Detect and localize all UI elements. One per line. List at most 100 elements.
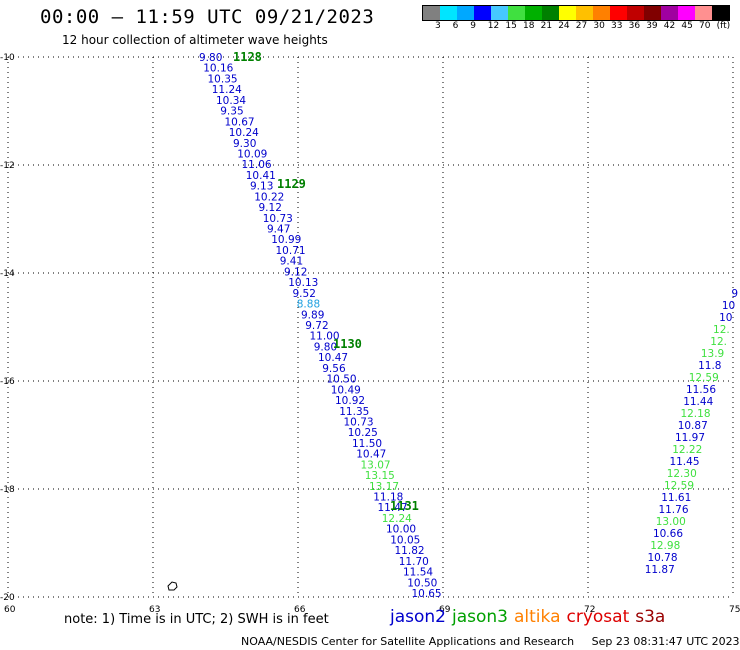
- legend-swatch: [576, 6, 593, 20]
- wave-height-value: 11.50: [352, 438, 382, 450]
- wave-height-value: 9.72: [305, 320, 328, 332]
- wave-height-value: 9.41: [280, 256, 303, 268]
- wave-height-value: 12.22: [672, 444, 702, 456]
- wave-height-value: 10.00: [386, 524, 416, 536]
- legend-swatch: [644, 6, 661, 20]
- wave-height-value: 10.65: [412, 588, 442, 600]
- legend-label: (ft): [716, 21, 731, 31]
- legend-swatch: [678, 6, 695, 20]
- wave-height-value: 12.59: [689, 372, 719, 384]
- legend-label: 12: [487, 21, 500, 31]
- legend-swatch: [525, 6, 542, 20]
- wave-height-value: 10.25: [348, 427, 378, 439]
- wave-height-value: 11.35: [339, 406, 369, 418]
- legend-swatch: [627, 6, 644, 20]
- wave-height-value: 11.97: [675, 432, 705, 444]
- wave-height-value: 10.67: [225, 116, 255, 128]
- lat-label: -14: [0, 269, 15, 279]
- lon-label: 60: [4, 605, 16, 615]
- legend-swatch: [491, 6, 508, 20]
- axis-labels: -10 -12 -14 -16 -18 -20 60 63 66 69 72 75: [0, 53, 740, 615]
- color-legend-labels: 3 6 9 12 15 18 21 24 27 30 33 36 39 42 45 70 (ft): [422, 21, 740, 33]
- wave-height-value: 10.66: [653, 528, 683, 540]
- legend-swatch: [508, 6, 525, 20]
- wave-height-value: 10.73: [344, 416, 374, 428]
- wave-height-value: 11.47: [378, 502, 408, 514]
- legend-swatch: [559, 6, 576, 20]
- wave-height-value: 12.: [710, 336, 727, 348]
- wave-height-value: 10.13: [288, 277, 318, 289]
- wave-height-value: 11.87: [645, 564, 675, 576]
- wave-height-value: 10: [722, 300, 735, 312]
- legend-label: 42: [663, 21, 676, 31]
- legend-label: 3: [435, 21, 441, 31]
- satellite-legend-item: jason3: [452, 607, 508, 627]
- footer-timestamp: Sep 23 08:31:47 UTC 2023: [591, 635, 740, 648]
- wave-height-value: 13.9: [701, 348, 724, 360]
- satellite-legend: jason2 jason3 altika cryosat s3a: [390, 607, 671, 627]
- pass-number-label: 1128: [233, 50, 262, 64]
- wave-height-value: 9.80: [199, 52, 222, 64]
- wave-height-value: 9.80: [314, 341, 337, 353]
- legend-label: 39: [646, 21, 658, 31]
- legend-swatch: [593, 6, 610, 20]
- wave-height-value: 12.18: [680, 408, 710, 420]
- wave-height-value: 9.13: [250, 181, 273, 193]
- legend-swatch: [457, 6, 474, 20]
- pass-labels: 1128 1129 1130 1131: [233, 50, 419, 513]
- wave-height-value: 9.89: [301, 309, 324, 321]
- legend-swatch: [712, 6, 729, 20]
- legend-swatch: [440, 6, 457, 20]
- altimeter-track-main: 9.8010.1610.3511.2410.349.3510.6710.249.…: [199, 52, 442, 600]
- lon-label: 72: [584, 605, 595, 615]
- legend-label: 24: [558, 21, 570, 31]
- wave-height-value: 12.59: [664, 480, 694, 492]
- pass-number-label: 1129: [277, 177, 306, 191]
- wave-height-value: 11.56: [686, 384, 716, 396]
- wave-height-value: 13.00: [656, 516, 686, 528]
- wave-height-value: 9: [731, 288, 738, 300]
- altimeter-track-right: 9101012.12.13.911.812.5911.5611.4412.181…: [645, 288, 738, 576]
- wave-height-value: 11.06: [242, 159, 272, 171]
- pass-number-label: 1131: [390, 499, 419, 513]
- wave-height-value: 10.41: [246, 170, 276, 182]
- wave-height-value: 11.00: [310, 331, 340, 343]
- lat-label: -18: [0, 485, 15, 495]
- satellite-legend-item: s3a: [635, 607, 666, 627]
- legend-swatch: [661, 6, 678, 20]
- wave-height-value: 11.24: [212, 84, 242, 96]
- legend-swatch: [695, 6, 712, 20]
- wave-height-value: 10: [719, 312, 732, 324]
- wave-height-value: 10.09: [237, 148, 267, 160]
- wave-height-value: 13.07: [361, 459, 391, 471]
- legend-label: 6: [452, 21, 459, 31]
- page-title: 00:00 – 11:59 UTC 09/21/2023: [40, 6, 375, 28]
- wave-height-value: 10.50: [327, 374, 357, 386]
- lon-label: 66: [294, 605, 306, 615]
- wave-height-value: 11.18: [373, 492, 403, 504]
- wave-height-value: 10.47: [356, 449, 386, 461]
- graticule: [7, 56, 734, 598]
- pass-number-label: 1130: [333, 337, 362, 351]
- satellite-legend-item: jason2: [390, 607, 446, 627]
- wave-height-value: 9.35: [220, 106, 243, 118]
- wave-height-value: 10.92: [335, 395, 365, 407]
- wave-height-value: 10.78: [647, 552, 677, 564]
- wave-height-value: 10.22: [254, 191, 284, 203]
- wave-height-value: 11.8: [698, 360, 721, 372]
- lat-label: -12: [0, 161, 15, 171]
- wave-height-value: 12.98: [650, 540, 680, 552]
- wave-height-value: 11.45: [669, 456, 699, 468]
- legend-label: 70: [699, 21, 711, 31]
- footer: NOAA/NESDIS Center for Satellite Applica…: [241, 635, 740, 648]
- wave-height-value: 10.35: [208, 73, 238, 85]
- wave-height-value: 12.24: [382, 513, 412, 525]
- wave-height-value: 10.05: [390, 534, 420, 546]
- note-text: note: 1) Time is in UTC; 2) SWH is in fe…: [64, 612, 329, 627]
- wave-height-value: 9.52: [293, 288, 316, 300]
- color-legend: [422, 5, 730, 21]
- wave-height-value: 12.30: [667, 468, 697, 480]
- wave-height-value: 9.12: [259, 202, 282, 214]
- satellite-legend-item: altika: [514, 607, 561, 627]
